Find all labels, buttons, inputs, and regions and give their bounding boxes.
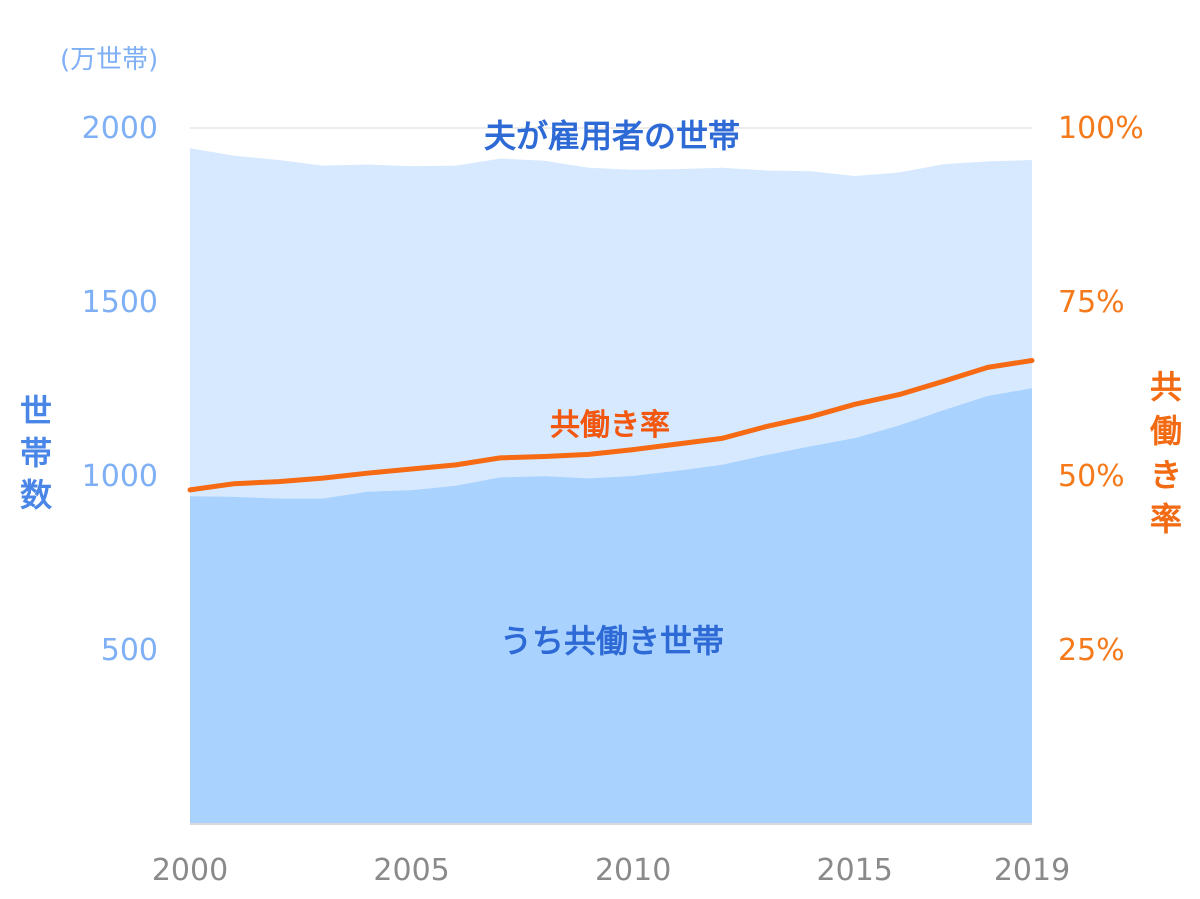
left-axis-unit: (万世帯) [60,45,158,75]
left-tick-label-3: 2000 [82,111,158,146]
left-axis-ticks: 500 1000 1500 2000 [82,111,158,668]
rate-line [187,358,1035,493]
x-axis-ticks: 2000 2005 2010 2015 2019 [152,853,1070,888]
x-tick-label-0: 2000 [152,853,228,888]
left-tick-label-2: 1500 [82,285,158,320]
series-label-employed-households: 夫が雇用者の世帯 [484,117,740,155]
x-tick-label-1: 2005 [373,853,449,888]
x-tick-label-4: 2019 [994,853,1070,888]
line-series-0 [187,358,1035,493]
x-tick-label-3: 2015 [817,853,893,888]
right-axis-label: 共働き率 [1150,368,1182,538]
areas [190,148,1032,824]
series-label-dual-income-rate: 共働き率 [550,408,670,443]
x-tick-label-2: 2010 [595,853,671,888]
right-tick-label-1: 50% [1058,459,1125,494]
left-axis-label: 世帯数 [20,392,53,514]
right-tick-label-0: 25% [1058,633,1125,668]
right-tick-label-3: 100% [1058,111,1144,146]
left-tick-label-1: 1000 [82,459,158,494]
right-tick-label-2: 75% [1058,285,1125,320]
area-series-1 [190,388,1032,824]
series-label-dual-income-households: うち共働き世帯 [500,622,724,660]
right-axis-ticks: 25% 50% 75% 100% [1058,111,1144,668]
left-tick-label-0: 500 [101,633,158,668]
